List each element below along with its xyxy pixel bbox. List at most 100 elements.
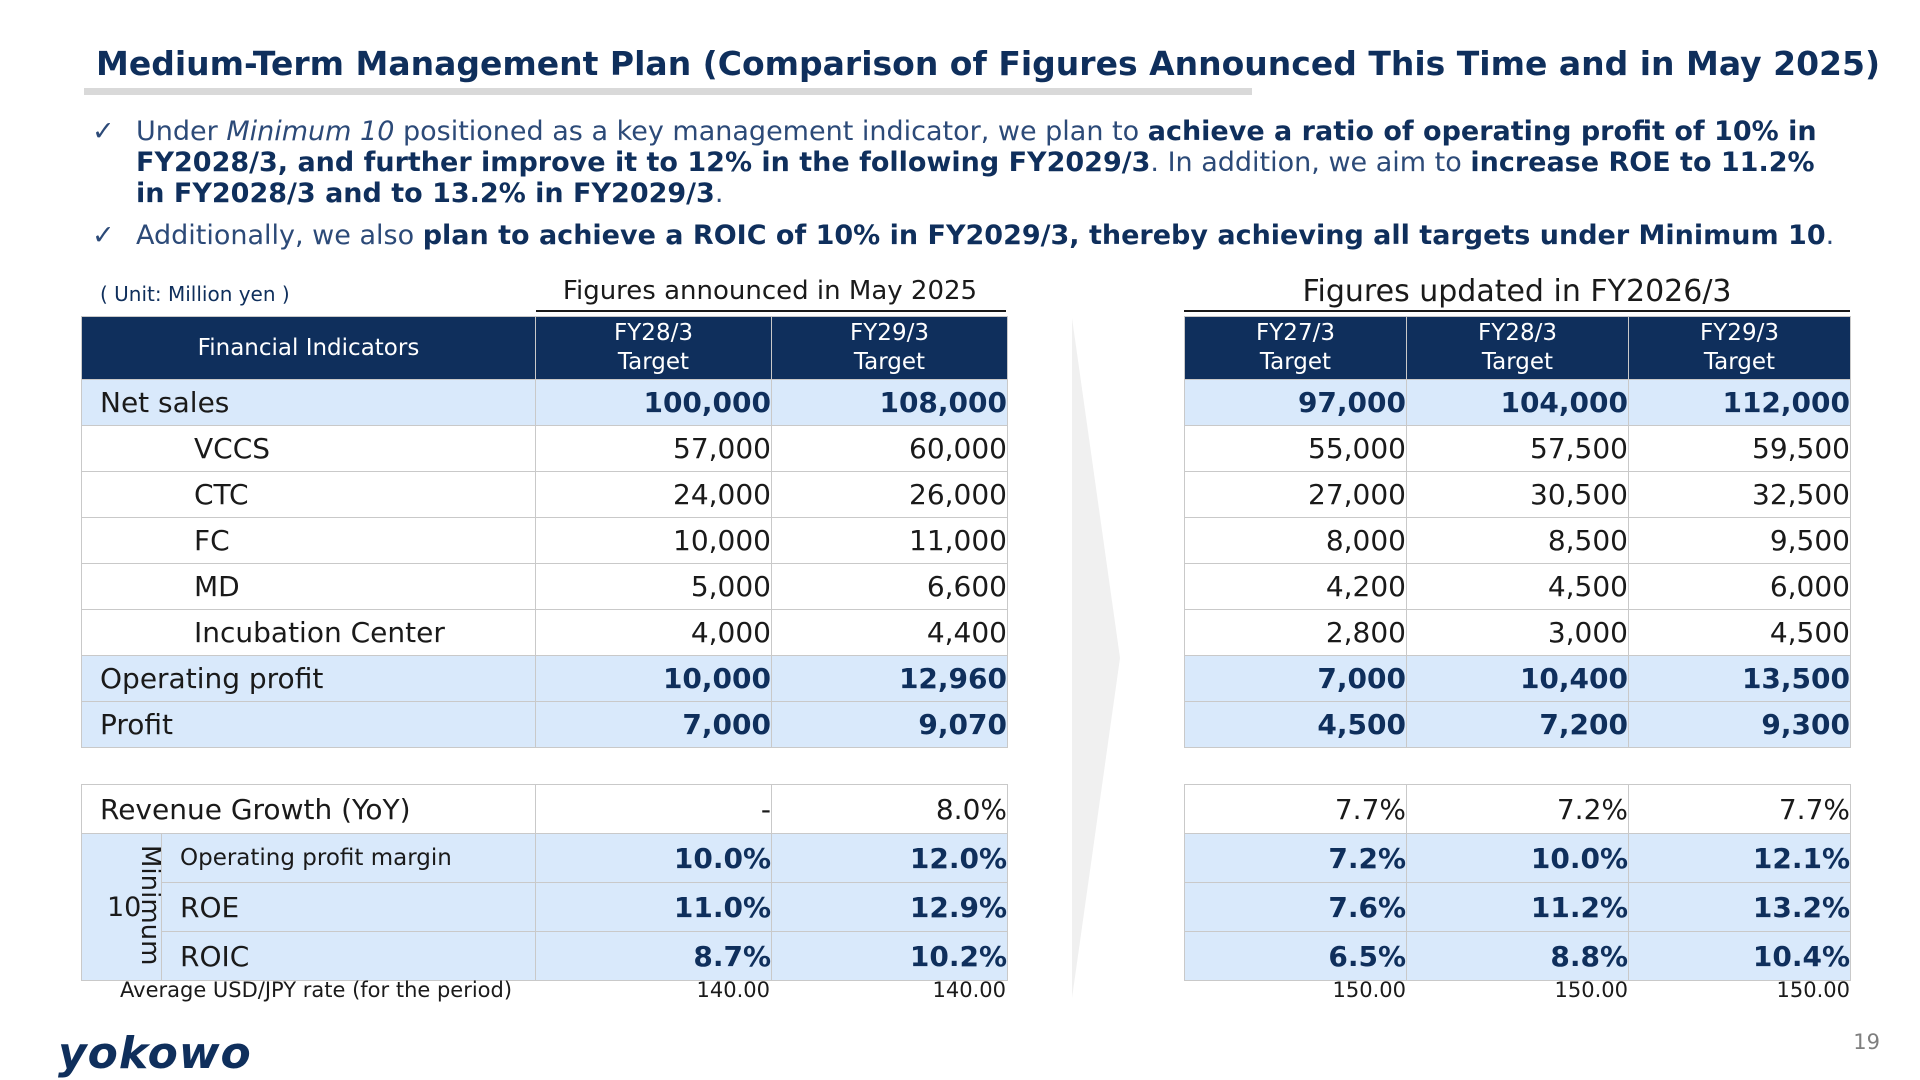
cell: 2,800 — [1184, 609, 1407, 656]
rate-value: 140.00 — [696, 978, 770, 1002]
cell: 55,000 — [1184, 425, 1407, 472]
table-row: ROE 11.0% 12.9% — [82, 882, 1008, 932]
table-row: 6.5% 8.8% 10.4% — [1184, 931, 1851, 981]
table-row: CTC 24,000 26,000 — [81, 471, 1008, 518]
cell: 9,300 — [1628, 701, 1851, 748]
cell: 4,500 — [1406, 563, 1629, 610]
table-row: Operating profit 10,000 12,960 — [81, 655, 1008, 702]
cell: 8.8% — [1406, 931, 1629, 981]
row-label: ROIC — [161, 931, 536, 981]
cell: 24,000 — [535, 471, 772, 518]
cell: 4,400 — [771, 609, 1008, 656]
table-header: FY27/3 Target FY28/3 Target FY29/3 Target — [1184, 316, 1851, 380]
title-underline — [84, 88, 1252, 95]
cell: 9,500 — [1628, 517, 1851, 564]
cell: 10,000 — [535, 655, 772, 702]
row-label: VCCS — [81, 425, 536, 472]
cell: 4,000 — [535, 609, 772, 656]
cell: 57,500 — [1406, 425, 1629, 472]
rate-label: Average USD/JPY rate (for the period) — [120, 978, 513, 1002]
cell: 6,000 — [1628, 563, 1851, 610]
cell: 97,000 — [1184, 379, 1407, 426]
cell: 112,000 — [1628, 379, 1851, 426]
header-col: FY29/3 Target — [771, 316, 1008, 380]
table-row: 2,800 3,000 4,500 — [1184, 609, 1851, 656]
table-row: 7.2% 10.0% 12.1% — [1184, 833, 1851, 883]
table-fy2026: FY27/3 Target FY28/3 Target FY29/3 Target 9… — [1184, 316, 1851, 748]
rate-value: 150.00 — [1776, 978, 1850, 1002]
table-row: ROIC 8.7% 10.2% — [82, 931, 1008, 981]
table-row: 4,500 7,200 9,300 — [1184, 701, 1851, 748]
rate-value: 140.00 — [932, 978, 1006, 1002]
cell: 10.4% — [1628, 931, 1851, 981]
cell: 32,500 — [1628, 471, 1851, 518]
group-label-fy2026: Figures updated in FY2026/3 — [1302, 274, 1732, 309]
cell: 7.6% — [1184, 882, 1407, 932]
header-col: FY27/3 Target — [1184, 316, 1407, 380]
bullet-2-text: Additionally, we also plan to achieve a … — [136, 220, 1835, 251]
cell: 13,500 — [1628, 655, 1851, 702]
table-row: Net sales 100,000 108,000 — [81, 379, 1008, 426]
cell: 100,000 — [535, 379, 772, 426]
cell: 9,070 — [771, 701, 1008, 748]
cell: 7.2% — [1406, 784, 1629, 834]
header-col: FY28/3 Target — [1406, 316, 1629, 380]
table-row: Revenue Growth (YoY) -8.0% — [81, 784, 1008, 834]
row-label: Operating profit margin — [161, 833, 536, 883]
table-may-2025: Financial Indicators FY28/3 Target FY29/3… — [81, 316, 1008, 748]
cell: 13.2% — [1628, 882, 1851, 932]
company-logo: yokowo — [58, 1028, 252, 1079]
minimum-10-label: 10 Minimum — [81, 833, 162, 981]
bullet-1-line-2: FY2028/3, and further improve it to 12% … — [136, 147, 1815, 178]
minimum-word: Minimum — [135, 845, 162, 966]
cell: 30,500 — [1406, 471, 1629, 518]
bullet-1-line-3: in FY2028/3 and to 13.2% in FY2029/3. — [136, 178, 724, 209]
cell: 8.0% — [771, 784, 1008, 834]
row-label: Net sales — [81, 379, 536, 426]
header-col: FY29/3 Target — [1628, 316, 1851, 380]
table-row: Incubation Center 4,000 4,400 — [81, 609, 1008, 656]
table-row: 4,200 4,500 6,000 — [1184, 563, 1851, 610]
rate-value: 150.00 — [1554, 978, 1628, 1002]
cell: 7.2% — [1184, 833, 1407, 883]
cell: 7.7% — [1184, 784, 1407, 834]
group-label-may-2025: Figures announced in May 2025 — [562, 276, 978, 306]
cell: 7,000 — [1184, 655, 1407, 702]
row-label: Profit — [81, 701, 536, 748]
unit-note: ( Unit: Million yen ) — [100, 282, 290, 306]
row-label: Revenue Growth (YoY) — [81, 784, 536, 834]
cell: 60,000 — [771, 425, 1008, 472]
cell: 6,600 — [771, 563, 1008, 610]
header-financial-indicators: Financial Indicators — [81, 316, 536, 380]
cell: 10,400 — [1406, 655, 1629, 702]
cell: 104,000 — [1406, 379, 1629, 426]
cell: - — [535, 784, 772, 834]
table-row: FC 10,000 11,000 — [81, 517, 1008, 564]
cell: 11.0% — [535, 882, 772, 932]
cell: 6.5% — [1184, 931, 1407, 981]
cell: 11,000 — [771, 517, 1008, 564]
cell: 7,000 — [535, 701, 772, 748]
table-row: VCCS 57,000 60,000 — [81, 425, 1008, 472]
cell: 59,500 — [1628, 425, 1851, 472]
header-col: FY28/3 Target — [535, 316, 772, 380]
row-label: Operating profit — [81, 655, 536, 702]
cell: 8,500 — [1406, 517, 1629, 564]
row-label: ROE — [161, 882, 536, 932]
page-title: Medium-Term Management Plan (Comparison … — [96, 44, 1881, 83]
minimum-number: 10 — [107, 892, 142, 923]
table-row: Profit 7,000 9,070 — [81, 701, 1008, 748]
transition-arrow-icon — [1072, 318, 1120, 998]
cell: 10.0% — [535, 833, 772, 883]
cell: 3,000 — [1406, 609, 1629, 656]
table-may-2025-ratios: Revenue Growth (YoY) -8.0% 10 Minimum Ope… — [81, 784, 1008, 981]
cell: 8,000 — [1184, 517, 1407, 564]
table-row: MD 5,000 6,600 — [81, 563, 1008, 610]
cell: 12.0% — [771, 833, 1008, 883]
row-label: MD — [81, 563, 536, 610]
group-underline-right — [1184, 310, 1850, 312]
cell: 26,000 — [771, 471, 1008, 518]
cell: 10.2% — [771, 931, 1008, 981]
bullet-1-line-1: Under Minimum 10 positioned as a key man… — [136, 116, 1817, 147]
row-label: FC — [81, 517, 536, 564]
